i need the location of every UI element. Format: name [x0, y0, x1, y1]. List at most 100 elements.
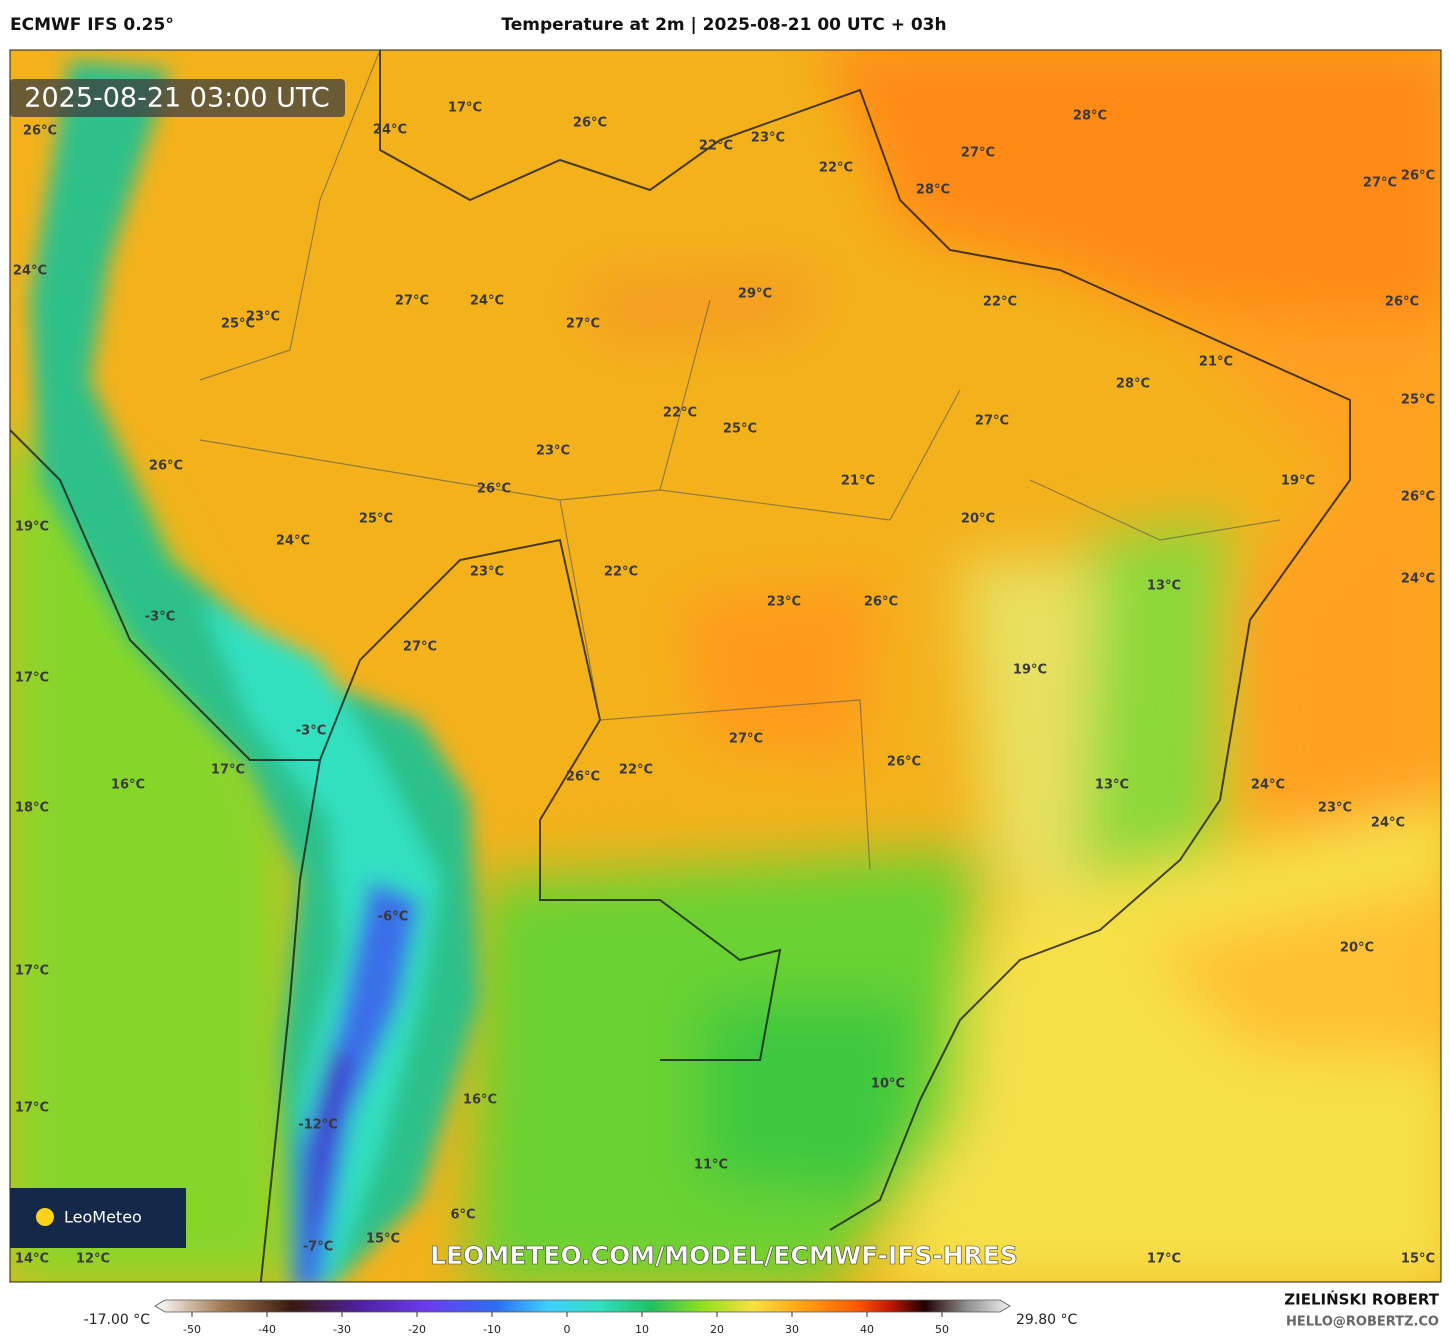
colorbar-tick-label: 50 [935, 1323, 949, 1336]
temp-label: 15°C [366, 1232, 400, 1247]
temp-label: 23°C [536, 444, 570, 459]
temp-label: 26°C [864, 595, 898, 610]
temp-label: 24°C [373, 123, 407, 138]
temp-label: 13°C [1095, 778, 1129, 793]
temp-label: 23°C [751, 131, 785, 146]
colorbar-tick-label: -40 [258, 1323, 276, 1336]
colorbar-tick-label: -50 [183, 1323, 201, 1336]
temp-label: 24°C [1251, 778, 1285, 793]
temp-label: 17°C [15, 964, 49, 979]
temp-label: 23°C [470, 565, 504, 580]
temp-label: 25°C [723, 422, 757, 437]
temp-label: 24°C [1371, 816, 1405, 831]
temp-label: 22°C [619, 763, 653, 778]
temp-label: 29°C [738, 287, 772, 302]
temp-label: 18°C [15, 801, 49, 816]
colorbar-tick-label: 20 [710, 1323, 724, 1336]
temp-label: 27°C [395, 294, 429, 309]
temp-label: 20°C [961, 512, 995, 527]
temp-label: 19°C [1013, 663, 1047, 678]
temp-label: 27°C [1363, 176, 1397, 191]
temp-label: 22°C [983, 295, 1017, 310]
temp-label: 24°C [470, 294, 504, 309]
temp-label: 15°C [1401, 1252, 1435, 1267]
temp-label: 6°C [450, 1208, 475, 1223]
temp-label: 25°C [1401, 393, 1435, 408]
temp-label: 26°C [566, 770, 600, 785]
time-box [10, 79, 345, 117]
temp-label: 22°C [604, 565, 638, 580]
temp-label: 28°C [1116, 377, 1150, 392]
temp-label: 23°C [767, 595, 801, 610]
temp-label: 26°C [887, 755, 921, 770]
temp-label: 26°C [23, 124, 57, 139]
temp-label: 27°C [403, 640, 437, 655]
temp-label: 17°C [15, 671, 49, 686]
colorbar-tick-label: 10 [635, 1323, 649, 1336]
colorbar-tick-label: -10 [483, 1323, 501, 1336]
temp-label: 16°C [111, 778, 145, 793]
model-name: ECMWF IFS 0.25° [10, 15, 174, 35]
colorbar-min: -17.00 °C [84, 1312, 151, 1328]
temp-label: 21°C [841, 474, 875, 489]
logo-text: LeoMeteo [64, 1208, 142, 1227]
temp-label: 24°C [13, 264, 47, 279]
temp-label: 26°C [477, 482, 511, 497]
temp-label: 28°C [1073, 109, 1107, 124]
temp-label: 20°C [1340, 941, 1374, 956]
temp-label: 23°C [246, 310, 280, 325]
temp-label: 19°C [1281, 474, 1315, 489]
temp-label: 17°C [448, 101, 482, 116]
logo-sun [36, 1208, 54, 1226]
temp-label: 22°C [819, 161, 853, 176]
temp-label: 25°C [359, 512, 393, 527]
temp-label: 22°C [699, 139, 733, 154]
temp-label: -3°C [145, 610, 175, 625]
temp-label: 26°C [573, 116, 607, 131]
temp-label: 26°C [149, 459, 183, 474]
valid-time: 2025-08-21 03:00 UTC [24, 83, 329, 114]
colorbar-tick-label: -20 [408, 1323, 426, 1336]
temp-label: 17°C [15, 1101, 49, 1116]
temp-label: 16°C [463, 1093, 497, 1108]
temp-label: 27°C [975, 414, 1009, 429]
temp-label: -12°C [298, 1118, 338, 1133]
temp-label: 25°C [221, 317, 255, 332]
temp-label: 26°C [1401, 490, 1435, 505]
watermark: LEOMETEO.COM/MODEL/ECMWF-IFS-HRES [430, 1241, 1018, 1270]
temp-label: 27°C [566, 317, 600, 332]
colorbar-tick-label: 0 [564, 1323, 571, 1336]
colorbar-tick-label: -30 [333, 1323, 351, 1336]
temp-label: 26°C [1385, 295, 1419, 310]
temp-label: 12°C [76, 1252, 110, 1267]
temp-label: 13°C [1147, 579, 1181, 594]
temp-label: 11°C [694, 1158, 728, 1173]
temp-label: 28°C [916, 183, 950, 198]
colorbar-tick-label: 40 [860, 1323, 874, 1336]
temp-label: 19°C [15, 520, 49, 535]
temp-label: -7°C [303, 1240, 333, 1255]
temp-label: 27°C [729, 732, 763, 747]
map-title: Temperature at 2m | 2025-08-21 00 UTC + … [501, 15, 946, 35]
map: 26°C 24°C 17°C 26°C 22°C 23°C 22°C 28°C 27°C 28°C… [10, 50, 1441, 1282]
temp-label: 23°C [1318, 801, 1352, 816]
colorbar [154, 1299, 1011, 1313]
temp-label: 21°C [1199, 355, 1233, 370]
temp-label: 14°C [15, 1252, 49, 1267]
contact: HELLO@ROBERTZ.CO [1286, 1315, 1439, 1330]
map-frame [9, 49, 1442, 1283]
author: ZIELIŃSKI ROBERT [1284, 1290, 1439, 1309]
temp-label: 10°C [871, 1077, 905, 1092]
temp-label: 24°C [276, 534, 310, 549]
temp-label: 17°C [211, 763, 245, 778]
temp-label: 17°C [1147, 1252, 1181, 1267]
temp-label: -6°C [378, 910, 408, 925]
temp-label: 27°C [961, 146, 995, 161]
colorbar-max: 29.80 °C [1016, 1312, 1078, 1328]
temp-label: -3°C [296, 724, 326, 739]
temp-label: 22°C [663, 406, 697, 421]
temp-label: 26°C [1401, 169, 1435, 184]
colorbar-tick-label: 30 [785, 1323, 799, 1336]
